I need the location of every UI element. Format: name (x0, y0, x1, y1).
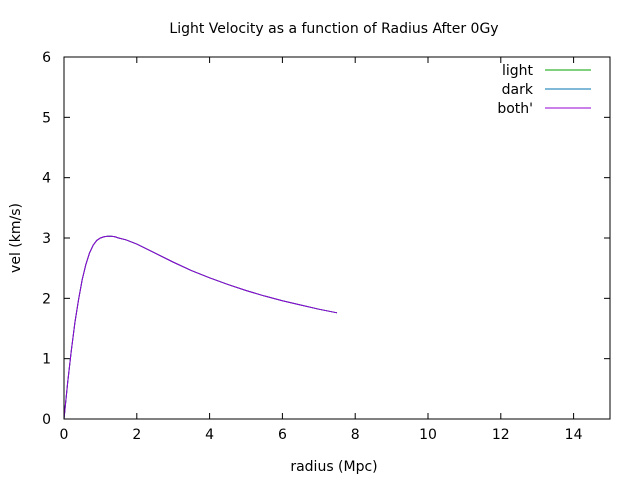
y-tick-label: 2 (42, 291, 51, 307)
y-axis-label: vel (km/s) (8, 203, 24, 273)
series-line-0 (63, 235, 338, 420)
y-tick-label: 6 (42, 50, 51, 66)
x-tick-label: 0 (60, 427, 69, 443)
series-line-2 (63, 235, 338, 420)
x-tick-label: 14 (565, 427, 583, 443)
legend: light dark both' (497, 63, 591, 117)
x-axis-label: radius (Mpc) (290, 459, 377, 475)
chart-title: Light Velocity as a function of Radius A… (169, 21, 498, 37)
y-tick-label: 4 (42, 171, 51, 187)
x-tick-label: 6 (278, 427, 287, 443)
series-line-1 (63, 235, 338, 420)
x-tick-label: 8 (351, 427, 360, 443)
legend-label-1: dark (502, 82, 534, 98)
y-tick-label: 1 (42, 352, 51, 368)
legend-label-0: light (502, 63, 534, 79)
x-tick-label: 10 (419, 427, 437, 443)
y-tick-label: 5 (42, 110, 51, 126)
plot-frame (63, 56, 611, 420)
x-tick-label: 4 (205, 427, 214, 443)
legend-label-2: both' (497, 101, 533, 117)
x-tick-label: 12 (492, 427, 510, 443)
y-tick-label: 0 (42, 412, 51, 428)
y-tick-label: 3 (42, 231, 51, 247)
series-lines (63, 235, 338, 420)
x-tick-label: 2 (132, 427, 141, 443)
